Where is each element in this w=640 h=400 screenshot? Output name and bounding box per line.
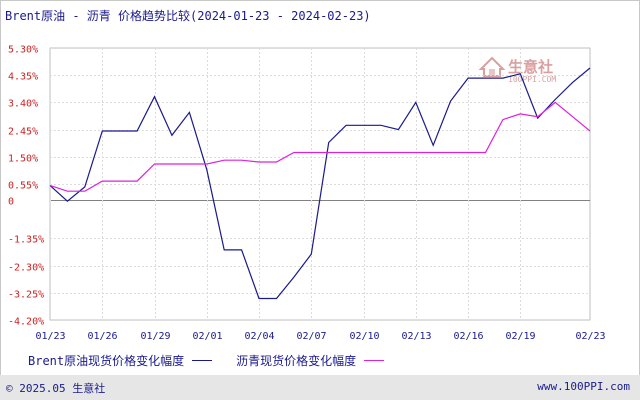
x-tick-label: 02/07: [296, 331, 326, 342]
x-tick-label: 01/26: [87, 331, 117, 342]
y-tick-label: -2.30%: [8, 263, 44, 274]
chart-grid: [49, 47, 591, 321]
x-axis-labels: 01/23 01/26 01/29 02/01 02/04 02/07 02/10 02/13…: [35, 331, 605, 342]
series-line-0: [49, 67, 591, 300]
watermark-logo: 生意社 100PPI.COM: [478, 56, 556, 84]
x-tick-label: 01/23: [35, 331, 65, 342]
x-tick-label: 02/01: [192, 331, 222, 342]
legend-label-asphalt: 沥青现货价格变化幅度: [236, 354, 357, 368]
y-tick-label: -4.20%: [8, 317, 44, 328]
watermark-house-door-icon: [489, 69, 495, 76]
footer-site-link[interactable]: www.100PPI.com: [537, 380, 630, 393]
y-tick-label: 5.30%: [8, 45, 38, 56]
series-line-1: [49, 101, 591, 192]
y-tick-label: 2.45%: [8, 127, 38, 138]
footer-bar: © 2025.05 生意社 www.100PPI.com: [0, 375, 640, 400]
watermark-house-icon: [478, 56, 506, 77]
legend-label-brent: Brent原油现货价格变化幅度: [28, 354, 185, 368]
y-tick-label: 1.50%: [8, 154, 38, 165]
x-tick-label: 02/10: [349, 331, 379, 342]
watermark-logo-text: 生意社: [508, 58, 553, 76]
x-tick-label: 02/23: [575, 331, 605, 342]
x-tick-label: 02/13: [401, 331, 431, 342]
y-tick-label: 0.55%: [8, 181, 38, 192]
y-tick-label: -3.25%: [8, 290, 44, 301]
y-tick-label: 4.35%: [8, 72, 38, 83]
chart-title: Brent原油 - 沥青 价格趋势比较(2024-01-23 - 2024-02…: [5, 9, 371, 23]
legend-swatch-asphalt: [364, 360, 385, 361]
y-axis-labels: 5.30% 4.35% 3.40% 2.45% 1.50% 0.55% 0 -1.35% -2.…: [8, 45, 44, 328]
chart-series: [49, 67, 591, 300]
x-tick-label: 02/16: [453, 331, 483, 342]
y-tick-label: -1.35%: [8, 235, 44, 246]
watermark-url-text: 100PPI.COM: [508, 75, 556, 84]
x-tick-label: 01/29: [140, 331, 170, 342]
y-tick-label: 3.40%: [8, 99, 38, 110]
x-tick-label: 02/04: [244, 331, 274, 342]
x-tick-label: 02/19: [505, 331, 535, 342]
chart-legend: Brent原油现货价格变化幅度 沥青现货价格变化幅度: [28, 352, 392, 369]
footer-copyright: © 2025.05 生意社: [6, 382, 106, 395]
legend-swatch-brent: [192, 360, 213, 361]
y-tick-label: 0: [8, 197, 14, 208]
